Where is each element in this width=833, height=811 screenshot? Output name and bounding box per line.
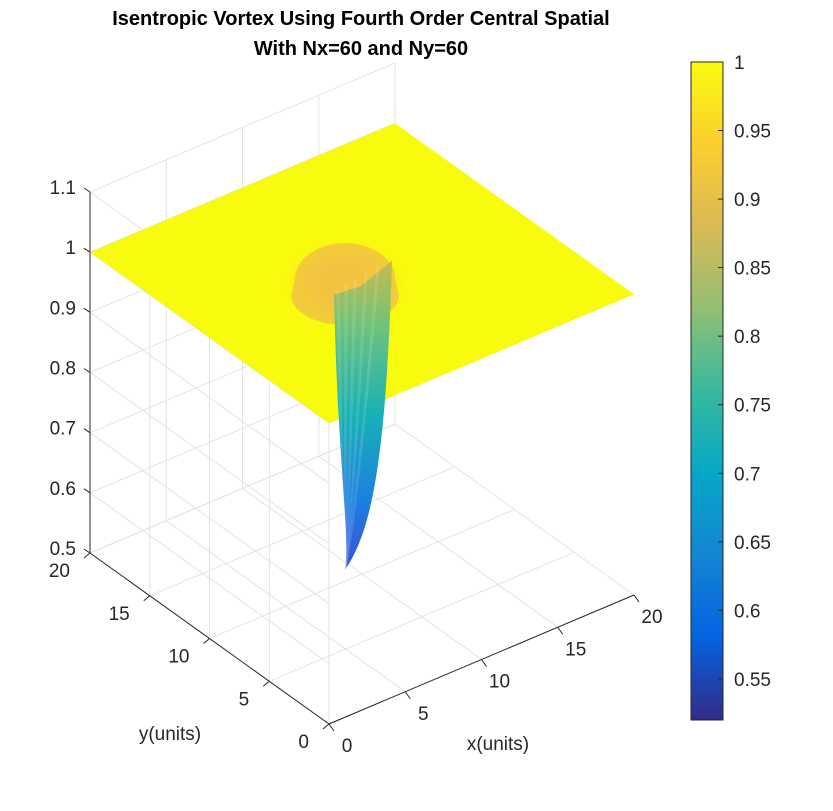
colorbar-tick-label: 0.55 (734, 670, 771, 691)
z-tick-mark (83, 187, 91, 193)
x-tick-label: 5 (418, 704, 429, 725)
colorbar-tick-label: 0.95 (734, 122, 771, 143)
colorbar-tick-label: 1 (734, 53, 745, 74)
y-tick-label: 20 (49, 561, 70, 582)
x-tick-mark (633, 594, 640, 603)
funnel-facet (343, 278, 357, 570)
y-axis-label: y(units) (139, 724, 201, 745)
funnel-facet (343, 284, 348, 570)
colorbar (690, 61, 724, 721)
well-funnel (334, 260, 392, 570)
colorbar-tick-label: 0.7 (734, 464, 760, 485)
x-tick-label: 15 (565, 639, 586, 660)
z-tick-label: 1 (65, 238, 76, 259)
x-tick-mark (404, 691, 411, 700)
z-tick-mark (83, 548, 91, 554)
y-tick-mark (322, 723, 330, 730)
z-tick-mark (83, 247, 91, 253)
x-tick-mark (557, 626, 564, 635)
colorbar-tick-label: 0.65 (734, 533, 771, 554)
z-tick-mark (83, 488, 91, 494)
y-tick-mark (262, 680, 270, 687)
chart-title-line-1: Isentropic Vortex Using Fourth Order Cen… (112, 8, 610, 30)
z-tick-label: 0.8 (50, 359, 76, 380)
x-tick-mark (481, 659, 487, 667)
x-tick-label: 0 (342, 736, 353, 757)
x-tick-mark (328, 723, 335, 732)
funnel-facet (336, 290, 347, 570)
y-tick-mark (83, 552, 91, 559)
x-tick-label: 20 (641, 607, 662, 628)
chart-title-line-2: With Nx=60 and Ny=60 (253, 38, 469, 60)
z-tick-label: 0.5 (50, 539, 76, 560)
colorbar-tick-label: 0.6 (734, 601, 760, 622)
y-tick-mark (143, 595, 151, 602)
y-tick-mark (203, 638, 210, 644)
y-tick-label: 15 (109, 604, 130, 625)
funnel-facet (343, 266, 380, 571)
y-tick-label: 5 (239, 689, 250, 710)
z-tick-label: 1.1 (50, 178, 76, 199)
y-tick-label: 0 (298, 732, 309, 753)
z-tick-mark (83, 368, 91, 373)
colorbar-bar (690, 61, 724, 721)
z-tick-mark (83, 307, 91, 313)
tick-labels: 0.5 0.6 0.7 0.8 0.9 1 1.1 0 5 10 15 20 0 5 10 15 20 x(uni… (49, 53, 771, 757)
colorbar-tick-label: 0.75 (734, 396, 771, 417)
colorbar-tick-label: 0.85 (734, 259, 771, 280)
surface (90, 123, 634, 571)
z-tick-label: 0.9 (50, 298, 76, 319)
x-tick-label: 10 (489, 672, 510, 693)
colorbar-tick-label: 0.8 (734, 327, 760, 348)
z-tick-label: 0.7 (50, 419, 76, 440)
z-tick-label: 0.6 (50, 479, 76, 500)
y-tick-label: 10 (168, 647, 189, 668)
funnel-facet (343, 272, 368, 571)
axes (83, 187, 640, 732)
z-tick-mark (83, 428, 91, 434)
x-axis-label: x(units) (467, 734, 529, 755)
colorbar-tick-label: 0.9 (734, 190, 760, 211)
